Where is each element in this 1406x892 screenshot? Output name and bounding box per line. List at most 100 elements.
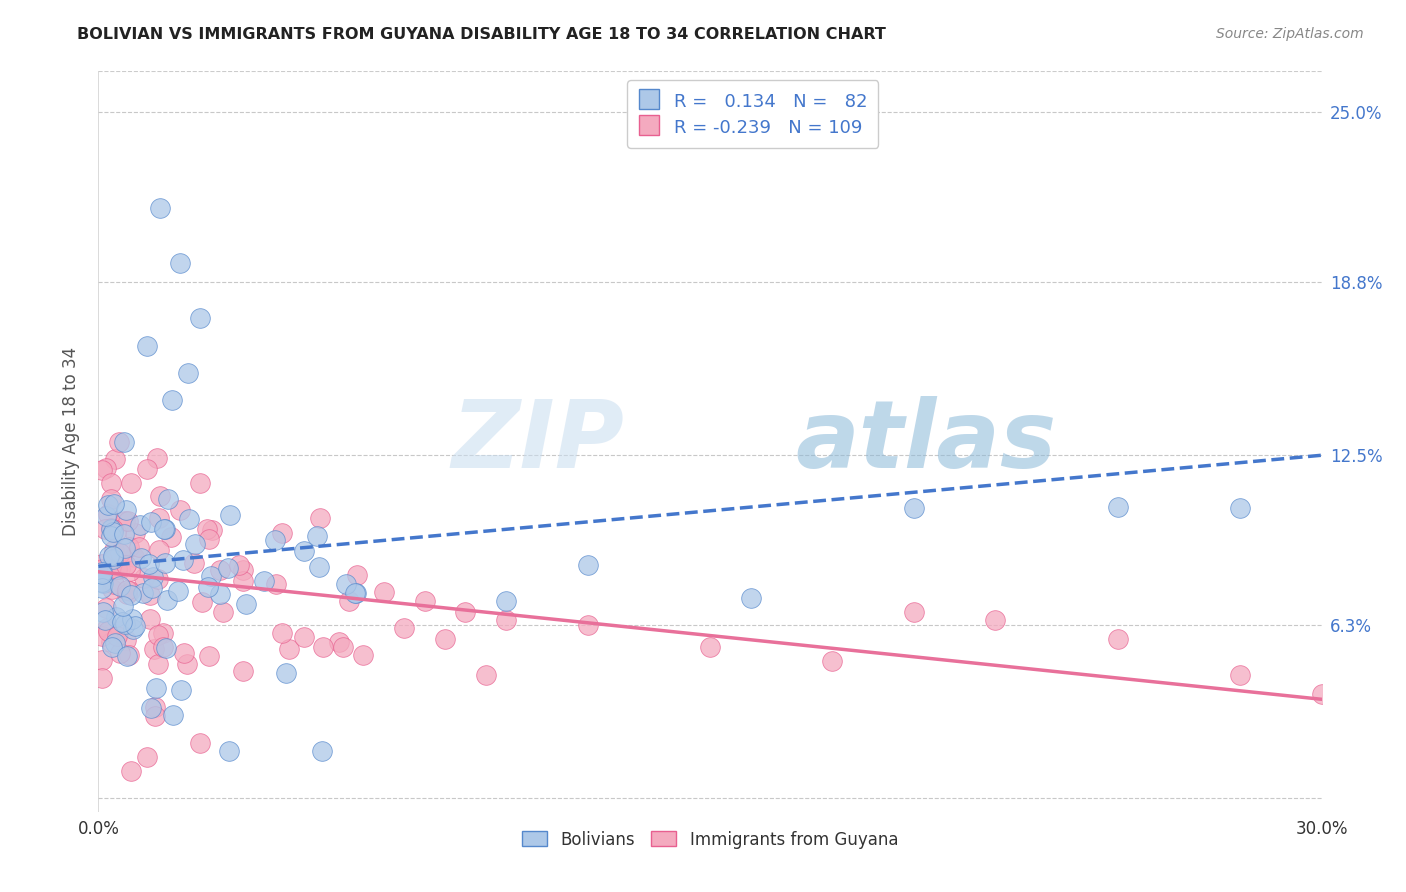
Point (155, 522, 177, 536)
Point (94, 601, 117, 615)
Point (167, 584, 190, 599)
Point (253, 574, 276, 589)
Point (232, 665, 254, 679)
Point (97, 507, 120, 521)
Point (91, 576, 114, 591)
Point (101, 582, 124, 596)
Point (146, 572, 169, 586)
Point (105, 629, 128, 643)
Point (337, 593, 360, 607)
Point (198, 532, 221, 546)
Point (228, 558, 250, 573)
Point (346, 567, 368, 582)
Point (218, 508, 240, 522)
Point (141, 701, 163, 715)
Text: BOLIVIAN VS IMMIGRANTS FROM GUYANA DISABILITY AGE 18 TO 34 CORRELATION CHART: BOLIVIAN VS IMMIGRANTS FROM GUYANA DISAB… (77, 27, 886, 42)
Point (142, 570, 165, 584)
Point (699, 640, 721, 655)
Point (155, 640, 177, 655)
Point (91, 671, 114, 685)
Point (145, 681, 167, 696)
Point (128, 540, 150, 554)
Point (103, 543, 125, 558)
Point (129, 550, 152, 565)
Point (93, 523, 115, 537)
Point (120, 565, 142, 579)
Point (576, 618, 599, 632)
Point (217, 561, 239, 575)
Point (132, 586, 155, 600)
Point (101, 640, 124, 654)
Point (278, 641, 301, 656)
Point (139, 588, 162, 602)
Point (146, 628, 169, 642)
Point (104, 451, 127, 466)
Point (141, 515, 163, 529)
Point (114, 514, 136, 528)
Point (100, 521, 122, 535)
Point (208, 563, 231, 577)
Point (373, 585, 395, 599)
Point (218, 744, 240, 758)
Point (197, 581, 219, 595)
Point (235, 597, 257, 611)
Text: Source: ZipAtlas.com: Source: ZipAtlas.com (1216, 27, 1364, 41)
Point (344, 586, 367, 600)
Point (91, 558, 114, 572)
Point (104, 610, 127, 624)
Point (264, 576, 287, 591)
Point (821, 654, 844, 668)
Point (149, 202, 172, 216)
Point (94, 613, 117, 627)
Point (108, 624, 131, 638)
Point (114, 617, 136, 632)
Point (114, 503, 136, 517)
Point (141, 581, 163, 595)
Point (97, 499, 120, 513)
Point (100, 522, 122, 536)
Point (169, 503, 191, 517)
Point (111, 615, 134, 629)
Point (108, 562, 131, 576)
Point (148, 543, 170, 558)
Point (292, 630, 315, 644)
Point (91, 629, 114, 643)
Point (495, 594, 517, 608)
Point (191, 595, 214, 609)
Point (121, 611, 143, 625)
Point (146, 451, 169, 466)
Point (105, 525, 128, 540)
Point (100, 492, 122, 507)
Point (903, 501, 925, 516)
Point (984, 613, 1007, 627)
Point (160, 530, 183, 544)
Point (121, 622, 143, 636)
Point (454, 605, 477, 619)
Point (104, 636, 127, 650)
Point (183, 556, 205, 570)
Point (188, 475, 212, 490)
Point (155, 556, 177, 570)
Point (134, 571, 156, 585)
Point (903, 605, 925, 619)
Point (94, 508, 117, 523)
Point (120, 587, 142, 601)
Point (156, 592, 179, 607)
Point (124, 525, 146, 540)
Point (153, 522, 176, 536)
Point (352, 648, 374, 663)
Point (117, 514, 139, 528)
Point (200, 569, 222, 583)
Point (270, 626, 294, 640)
Point (124, 619, 146, 633)
Point (495, 613, 517, 627)
Point (111, 599, 134, 613)
Point (143, 699, 166, 714)
Point (152, 640, 174, 654)
Point (110, 546, 132, 560)
Point (328, 634, 350, 648)
Point (177, 512, 200, 526)
Point (91, 574, 114, 589)
Point (263, 533, 285, 547)
Point (94, 460, 117, 475)
